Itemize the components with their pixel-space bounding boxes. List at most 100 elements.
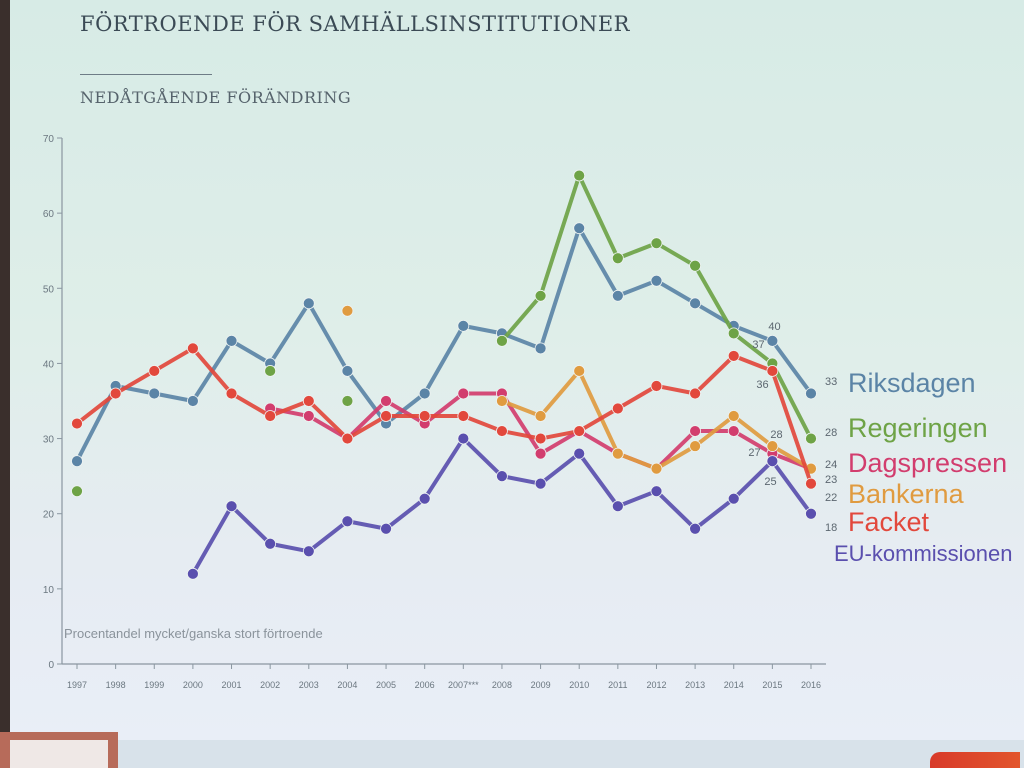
data-point (225, 387, 238, 400)
series-line (75, 226, 813, 464)
data-point (418, 387, 431, 400)
data-point (805, 387, 817, 400)
data-point (534, 342, 547, 355)
x-tick-label: 2009 (531, 680, 551, 690)
data-point (805, 432, 817, 445)
x-tick-label: 1998 (106, 680, 126, 690)
data-point (71, 417, 83, 430)
series-line (499, 173, 813, 441)
data-point (727, 327, 740, 340)
series-regeringen (71, 169, 817, 498)
chart-subtitle: NEDÅTGÅENDE FÖRÄNDRING (80, 88, 352, 107)
data-point (186, 567, 199, 580)
x-tick-label: 2016 (801, 680, 821, 690)
data-point (611, 289, 624, 302)
series-facket (71, 342, 817, 490)
y-tick-label: 30 (43, 435, 55, 446)
data-point (341, 515, 354, 528)
data-point (805, 507, 817, 520)
slide-background: FÖRTROENDE FÖR SAMHÄLLSINSTITUTIONER NED… (10, 0, 1024, 740)
data-point (573, 365, 586, 377)
data-point (225, 334, 238, 347)
data-point (341, 432, 354, 445)
x-tick-label: 2004 (337, 680, 357, 690)
data-point (650, 462, 663, 475)
x-tick-label: 2005 (376, 680, 396, 690)
x-tick-label: 1997 (67, 680, 87, 690)
point-value-label: 25 (764, 476, 776, 488)
x-tick-label: 2013 (685, 680, 705, 690)
x-tick-label: 2003 (299, 680, 319, 690)
series-riksdagen (71, 222, 817, 468)
end-value-label: 28 (825, 427, 837, 439)
x-tick-label: 2006 (415, 680, 435, 690)
data-point (805, 477, 817, 490)
data-point (689, 387, 702, 400)
data-point (689, 297, 702, 310)
data-point (264, 410, 277, 422)
legend-item: Bankerna (848, 479, 965, 509)
y-tick-label: 40 (43, 359, 55, 370)
legend-item: EU-kommissionen (834, 541, 1013, 566)
legend-item: Regeringen (848, 413, 988, 443)
data-point (727, 410, 740, 422)
data-point (534, 477, 547, 490)
data-point (457, 387, 470, 400)
y-tick-label: 60 (43, 209, 55, 220)
data-point (611, 447, 624, 460)
data-point (496, 334, 508, 347)
title-divider (80, 74, 212, 75)
x-tick-label: 2014 (724, 680, 744, 690)
point-value-label: 28 (770, 429, 782, 441)
chart-labels: 33 28 24 23 22 18 40 37 36 28 27 25 (748, 321, 837, 534)
end-value-label: 22 (825, 492, 837, 504)
y-tick-label: 50 (43, 284, 55, 295)
data-point (727, 350, 740, 362)
data-point (496, 470, 508, 483)
end-value-label: 18 (825, 522, 837, 534)
data-point (650, 485, 663, 498)
data-point (302, 395, 315, 407)
data-point (727, 492, 740, 505)
slide-footer (0, 740, 1024, 768)
data-point (650, 380, 663, 392)
data-point (418, 492, 431, 505)
legend-item: Facket (848, 507, 930, 537)
footer-logo-panel (10, 740, 108, 768)
data-point (380, 410, 392, 422)
data-point (341, 395, 354, 407)
data-point (186, 342, 199, 355)
data-point (650, 237, 663, 250)
data-point (496, 425, 508, 437)
data-point (689, 259, 702, 272)
point-value-label: 40 (768, 321, 780, 333)
end-value-label: 24 (825, 459, 837, 471)
data-point (727, 425, 740, 437)
data-point (302, 545, 315, 558)
line-chart: 0 10 20 30 40 50 60 70 1997 1998 1999 2000 2001 2002 2… (43, 134, 1013, 690)
series-line (190, 436, 813, 576)
x-tick-label: 2012 (646, 680, 666, 690)
data-point (534, 432, 547, 445)
data-point (611, 500, 624, 513)
chart-axes: 0 10 20 30 40 50 60 70 1997 1998 1999 2000 2001 2002 2… (43, 134, 826, 690)
data-point (225, 500, 238, 513)
data-point (611, 402, 624, 415)
data-point (689, 440, 702, 452)
x-tick-label: 2000 (183, 680, 203, 690)
point-value-label: 36 (756, 379, 768, 391)
x-tick-label: 2011 (608, 680, 627, 690)
chart-title: FÖRTROENDE FÖR SAMHÄLLSINSTITUTIONER (80, 12, 630, 36)
legend-item: Riksdagen (848, 368, 976, 398)
data-point (109, 387, 122, 400)
data-point (573, 447, 586, 460)
data-point (689, 522, 702, 535)
data-point (264, 365, 277, 377)
data-point (341, 365, 354, 377)
data-point (71, 455, 83, 468)
chart-lines (71, 169, 817, 580)
end-value-label: 33 (825, 376, 837, 388)
data-point (264, 537, 277, 550)
series-line (75, 346, 813, 486)
x-tick-label: 2015 (762, 680, 782, 690)
